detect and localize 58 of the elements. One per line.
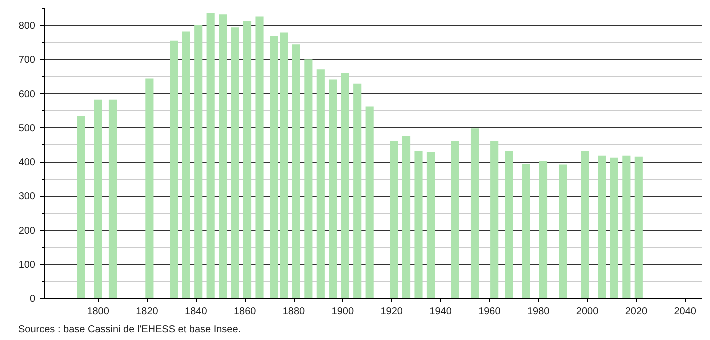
bar [581,151,590,298]
bar [292,44,300,298]
bar [539,161,548,298]
bar [390,141,398,298]
x-tick-label: 2040 [674,306,697,318]
y-tick-label: 600 [18,89,36,100]
bar [341,72,350,298]
bar [182,32,190,298]
bar [414,151,423,298]
source-note: Sources : base Cassini de l'EHESS et base Insee. [18,324,242,336]
x-tick-label: 1940 [430,306,452,318]
x-tick-label: 2020 [625,306,648,318]
y-tick-label: 400 [18,158,36,169]
x-tick-label: 1860 [234,306,257,318]
bar [206,13,215,298]
bar [490,141,499,298]
bar [219,14,228,298]
x-tick-label: 1800 [87,306,110,318]
y-tick-label: 800 [18,21,36,32]
bar [634,156,643,298]
x-tick-label: 1960 [478,306,502,318]
bar [77,116,86,298]
x-tick-label: 2000 [576,306,600,318]
bar [231,28,240,298]
bar [522,164,530,298]
bar [402,136,411,298]
bar [610,158,618,298]
bar [559,164,568,298]
bar [329,80,338,298]
x-tick-label: 1880 [282,306,306,318]
bar [505,151,514,298]
bar [243,21,252,298]
x-tick-label: 1820 [136,306,159,318]
bar [354,84,362,298]
y-tick-label: 300 [18,192,36,203]
x-tick-label: 1920 [380,306,404,318]
bar [146,78,154,298]
x-tick-label: 1900 [332,306,354,318]
bar [304,60,313,298]
bar [426,152,436,298]
bar [256,16,264,298]
bar [366,106,374,298]
y-tick-label: 500 [18,123,36,134]
x-tick-label: 1980 [527,306,550,318]
bar [598,156,606,298]
y-tick-label: 200 [18,226,36,237]
bar [451,141,460,298]
bar [316,70,325,298]
bar [170,40,178,298]
y-tick-label: 100 [18,260,36,271]
y-tick-label: 0 [30,294,36,305]
bar [622,156,631,298]
bar [194,25,203,298]
bar [470,128,480,298]
x-tick-label: 1840 [185,306,208,318]
bar [94,100,102,298]
bar [108,100,118,298]
y-tick-label: 700 [18,55,36,66]
